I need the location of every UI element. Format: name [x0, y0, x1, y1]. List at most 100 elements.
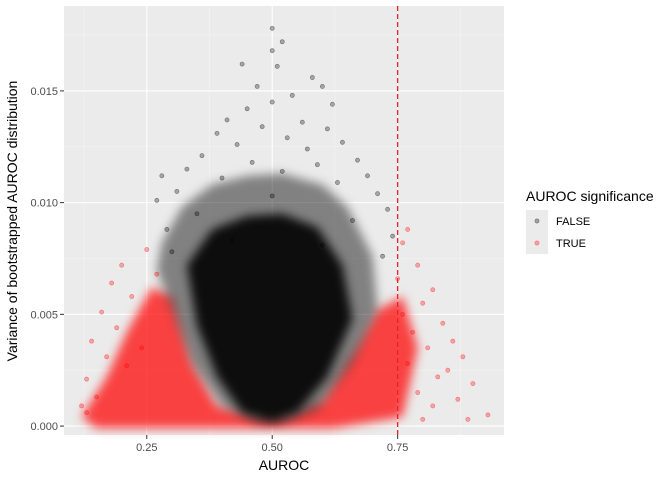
data-point-false: [279, 39, 285, 45]
data-point-true: [430, 287, 436, 293]
x-tick-label: 0.75: [387, 442, 408, 454]
data-point-false: [365, 173, 370, 179]
data-point-false: [269, 25, 275, 31]
data-point-false: [174, 189, 180, 194]
data-point-false: [194, 211, 200, 217]
legend: AUROC significance FALSE TRUE: [526, 188, 654, 254]
data-point-true: [440, 320, 446, 326]
data-point-false: [199, 153, 205, 159]
legend-label-false: FALSE: [556, 216, 590, 228]
data-point-true: [485, 412, 491, 418]
legend-title: AUROC significance: [526, 188, 654, 204]
data-point-true: [89, 338, 94, 344]
data-point-true: [465, 416, 471, 422]
data-point-false: [224, 117, 230, 123]
data-point-true: [94, 394, 100, 400]
data-point-true: [84, 376, 89, 382]
data-point-false: [319, 242, 325, 248]
x-axis-title: AUROC: [259, 457, 310, 473]
y-axis-ticks: 0.000 0.005 0.010 0.015: [30, 86, 64, 433]
data-point-false: [274, 63, 280, 69]
data-point-false: [330, 101, 335, 107]
data-point-false: [350, 218, 355, 223]
data-point-false: [269, 193, 275, 199]
data-point-true: [400, 240, 406, 246]
data-point-true: [420, 300, 426, 306]
x-axis-ticks: 0.25 0.50 0.75: [136, 435, 408, 454]
legend-key-false: [526, 210, 548, 232]
data-point-false: [299, 119, 305, 125]
data-point-false: [390, 233, 396, 239]
data-point-false: [385, 206, 391, 212]
legend-swatch-true: [534, 240, 540, 246]
data-point-true: [435, 374, 441, 380]
data-point-false: [239, 61, 245, 67]
data-point-false: [284, 135, 290, 141]
data-point-true: [405, 361, 411, 366]
data-point-false: [169, 249, 175, 255]
data-point-true: [124, 363, 130, 369]
data-point-true: [154, 271, 160, 277]
data-point-false: [254, 84, 260, 89]
data-point-true: [450, 338, 456, 344]
data-point-false: [314, 162, 320, 168]
true-point-cloud: [81, 287, 418, 429]
data-point-true: [114, 325, 120, 331]
data-point-true: [129, 294, 135, 299]
dense-point-clouds: [81, 173, 418, 429]
data-point-false: [289, 92, 295, 98]
y-axis-title: Variance of bootstrapped AUROC distribut…: [4, 81, 20, 362]
legend-label-true: TRUE: [556, 238, 586, 250]
y-tick-label: 0.015: [30, 86, 58, 98]
data-point-true: [430, 403, 436, 409]
data-point-true: [415, 390, 421, 395]
data-point-true: [144, 247, 150, 252]
data-point-false: [244, 106, 250, 112]
data-point-false: [159, 173, 165, 179]
data-point-false: [214, 130, 220, 136]
false-point-cloud-core: [186, 213, 353, 422]
legend-key-true: [526, 232, 548, 254]
data-point-true: [99, 309, 105, 315]
data-point-true: [104, 354, 110, 360]
data-point-false: [229, 238, 235, 244]
data-point-false: [249, 160, 255, 165]
data-point-false: [279, 168, 285, 174]
data-point-true: [420, 416, 426, 422]
data-point-false: [319, 84, 325, 89]
data-point-true: [415, 262, 421, 268]
data-point-true: [425, 345, 431, 351]
data-point-true: [400, 311, 406, 317]
data-points: [79, 25, 491, 422]
data-point-true: [445, 367, 451, 373]
data-point-false: [324, 126, 330, 132]
data-point-false: [184, 166, 190, 172]
data-point-false: [219, 175, 225, 181]
y-tick-label: 0.010: [30, 198, 58, 210]
data-point-false: [309, 75, 315, 80]
data-point-false: [335, 180, 340, 185]
x-tick-label: 0.50: [261, 442, 282, 454]
data-point-false: [234, 142, 240, 147]
legend-swatch-false: [534, 218, 540, 224]
data-point-true: [410, 329, 416, 335]
data-point-true: [119, 262, 125, 268]
data-point-false: [355, 157, 360, 163]
y-tick-label: 0.005: [30, 309, 58, 321]
data-point-true: [84, 410, 89, 416]
x-tick-label: 0.25: [136, 442, 157, 454]
data-point-false: [269, 99, 275, 105]
data-point-false: [340, 139, 345, 145]
data-point-false: [154, 197, 160, 203]
data-point-true: [455, 396, 461, 402]
y-tick-label: 0.000: [30, 421, 58, 433]
data-point-false: [164, 227, 170, 232]
data-point-false: [269, 48, 275, 54]
data-point-false: [380, 253, 385, 259]
data-point-false: [259, 124, 265, 130]
data-point-true: [109, 280, 115, 286]
data-point-false: [375, 191, 380, 197]
data-point-true: [79, 403, 84, 409]
data-point-true: [460, 354, 466, 360]
